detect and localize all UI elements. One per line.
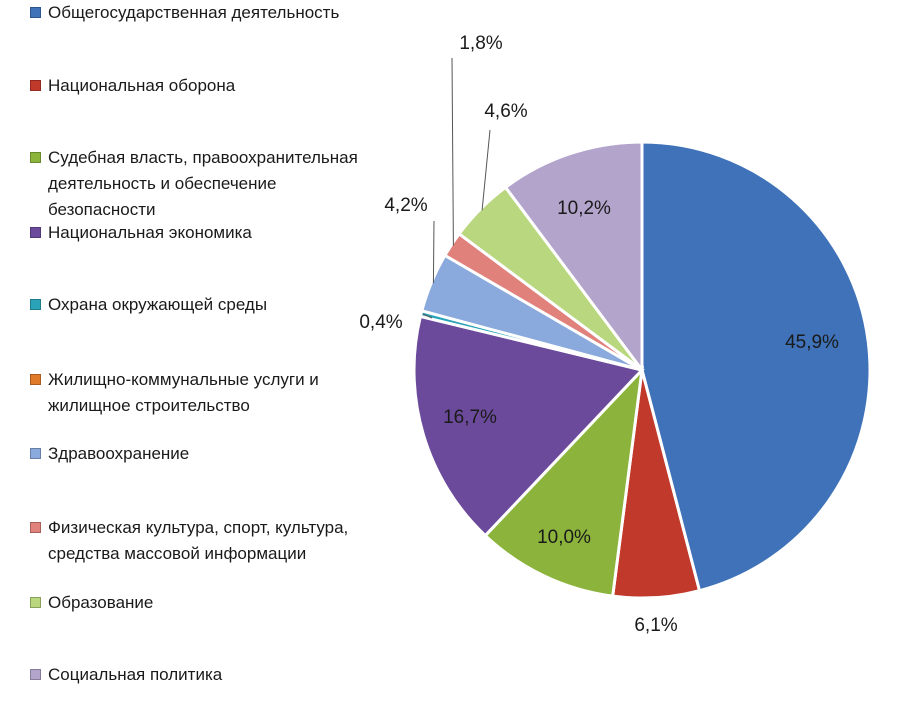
legend-swatch bbox=[30, 669, 41, 680]
legend-swatch bbox=[30, 299, 41, 310]
legend-label: Охрана окружающей среды bbox=[48, 295, 268, 314]
legend-label: Образование bbox=[48, 593, 154, 612]
slice-value-label: 6,1% bbox=[634, 615, 677, 636]
slice-value-label: 0,4% bbox=[359, 312, 402, 333]
legend-item: Социальная политика bbox=[30, 662, 430, 688]
legend-label: Национальная оборона bbox=[48, 76, 236, 95]
legend-swatch bbox=[30, 152, 41, 163]
legend-label: Общегосударственная деятельность bbox=[48, 3, 340, 22]
slice-value-label: 45,9% bbox=[785, 332, 839, 353]
legend-item: Национальная экономика bbox=[30, 220, 430, 246]
legend-swatch bbox=[30, 448, 41, 459]
legend-swatch bbox=[30, 597, 41, 608]
legend-swatch bbox=[30, 374, 41, 385]
leader-line bbox=[451, 57, 454, 246]
legend-item: Физическая культура, спорт, культура, ср… bbox=[30, 515, 430, 567]
legend-swatch bbox=[30, 522, 41, 533]
slice-value-label: 1,8% bbox=[459, 33, 502, 54]
pie-slice bbox=[503, 140, 644, 375]
legend-item: Здравоохранение bbox=[30, 441, 430, 467]
slice-value-label: 4,2% bbox=[384, 195, 427, 216]
pie-slice bbox=[640, 140, 872, 593]
slice-value-label: 4,6% bbox=[484, 101, 527, 122]
legend-item: Охрана окружающей среды bbox=[30, 292, 430, 318]
legend-swatch bbox=[30, 227, 41, 238]
legend-swatch bbox=[30, 80, 41, 91]
legend-label: Судебная власть, правоохранительная деят… bbox=[48, 148, 358, 219]
slice-value-label: 10,0% bbox=[537, 527, 591, 548]
legend-label: Физическая культура, спорт, культура, ср… bbox=[48, 518, 349, 563]
legend-item: Общегосударственная деятельность bbox=[30, 0, 430, 26]
legend-item: Судебная власть, правоохранительная деят… bbox=[30, 145, 430, 223]
legend-item: Жилищно-коммунальные услуги и жилищное с… bbox=[30, 367, 430, 419]
legend-label: Жилищно-коммунальные услуги и жилищное с… bbox=[48, 370, 319, 415]
leader-line bbox=[432, 220, 435, 284]
slice-value-label: 16,7% bbox=[443, 407, 497, 428]
chart-legend: Общегосударственная деятельность Национал… bbox=[0, 0, 440, 708]
leader-line bbox=[422, 313, 433, 319]
legend-label: Здравоохранение bbox=[48, 444, 190, 463]
legend-label: Национальная экономика bbox=[48, 223, 252, 242]
legend-swatch bbox=[30, 7, 41, 18]
legend-item: Национальная оборона bbox=[30, 73, 430, 99]
slice-value-label: 10,2% bbox=[557, 198, 611, 219]
pie-slice bbox=[483, 365, 645, 598]
legend-label: Социальная политика bbox=[48, 665, 223, 684]
pie-slice bbox=[412, 314, 645, 538]
legend-item: Образование bbox=[30, 590, 430, 616]
leader-line bbox=[481, 129, 491, 211]
